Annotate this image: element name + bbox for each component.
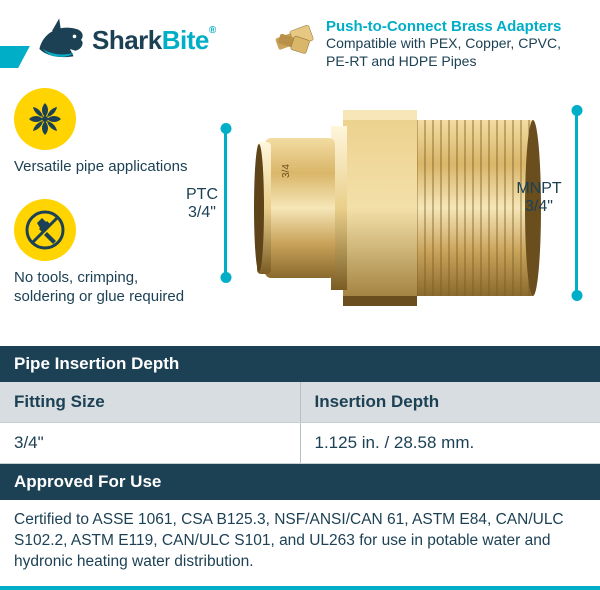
header-text: Push-to-Connect Brass Adapters Compatibl… <box>326 18 586 70</box>
header-title: Push-to-Connect Brass Adapters <box>326 18 586 35</box>
feature-text: Versatile pipe applications <box>14 158 194 177</box>
brand-text: SharkBite® <box>92 25 216 56</box>
th-insertion-depth: Insertion Depth <box>300 382 600 422</box>
dimension-label-left: PTC 3/4" <box>176 186 228 223</box>
table-head: Fitting Size Insertion Depth <box>0 382 600 423</box>
table-row: 3/4" 1.125 in. / 28.58 mm. <box>0 423 600 464</box>
feature-item: Versatile pipe applications <box>14 88 194 177</box>
td-insertion-depth: 1.125 in. / 28.58 mm. <box>300 423 600 463</box>
product-area: PTC 3/4" MNPT 3/4" <box>194 88 586 328</box>
mini-product-icon <box>272 18 318 58</box>
header: SharkBite® Push-to-Connect Brass Adapter… <box>0 0 600 80</box>
brand-part2: Bite <box>162 25 209 55</box>
features: Versatile pipe applications No tools, cr… <box>14 88 194 328</box>
feature-text: No tools, crimping, soldering or glue re… <box>14 269 194 307</box>
no-tools-icon <box>14 199 76 261</box>
header-right: Push-to-Connect Brass Adapters Compatibl… <box>272 12 586 70</box>
approved-title: Approved For Use <box>14 472 161 491</box>
brand-logo: SharkBite® <box>34 13 216 67</box>
approved-band: Approved For Use <box>0 464 600 500</box>
brand-reg: ® <box>209 25 216 36</box>
brass-fitting-image: 3/4 <box>235 98 545 318</box>
table-title: Pipe Insertion Depth <box>14 354 179 373</box>
table-title-band: Pipe Insertion Depth <box>0 346 600 382</box>
header-subtitle: Compatible with PEX, Copper, CPVC, PE-RT… <box>326 35 586 70</box>
feature-item: No tools, crimping, soldering or glue re… <box>14 199 194 307</box>
dimension-label-right: MNPT 3/4" <box>510 180 568 217</box>
shark-icon <box>34 13 88 67</box>
header-left: SharkBite® <box>0 12 216 68</box>
main: Versatile pipe applications No tools, cr… <box>0 80 600 346</box>
fan-icon <box>14 88 76 150</box>
svg-text:3/4: 3/4 <box>281 164 292 178</box>
certification-text: Certified to ASSE 1061, CSA B125.3, NSF/… <box>0 500 600 587</box>
dimension-line-right <box>575 110 578 296</box>
bottom-strip <box>0 586 600 590</box>
brand-part1: Shark <box>92 25 162 55</box>
accent-bar <box>0 46 30 68</box>
td-fitting-size: 3/4" <box>0 423 300 463</box>
th-fitting-size: Fitting Size <box>0 382 300 422</box>
